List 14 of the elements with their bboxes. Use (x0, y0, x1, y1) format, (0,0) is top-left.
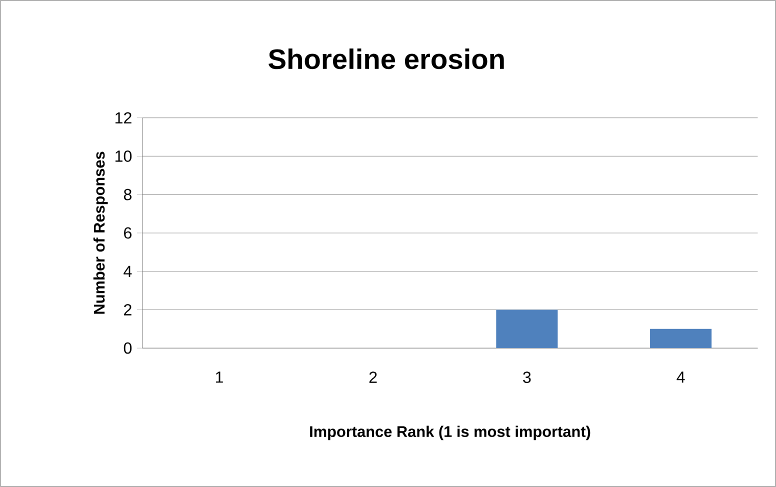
y-tick-label: 10 (116, 150, 132, 162)
y-tick-label: 2 (124, 304, 132, 316)
y-tick-label: 12 (116, 112, 132, 124)
y-axis-title: Number of Responses (93, 152, 108, 314)
x-axis-title: Importance Rank (1 is most important) (310, 426, 590, 440)
chart-title: Shoreline erosion (268, 48, 504, 70)
x-tick-label: 4 (676, 372, 685, 383)
y-tick-label: 8 (124, 188, 132, 200)
x-tick-label: 2 (369, 372, 377, 383)
x-tick-label: 3 (523, 372, 531, 383)
x-tick-label: 1 (216, 372, 223, 383)
y-tick-label: 4 (124, 266, 132, 277)
y-tick-label: 0 (124, 342, 132, 354)
y-tick-label: 6 (124, 227, 132, 239)
